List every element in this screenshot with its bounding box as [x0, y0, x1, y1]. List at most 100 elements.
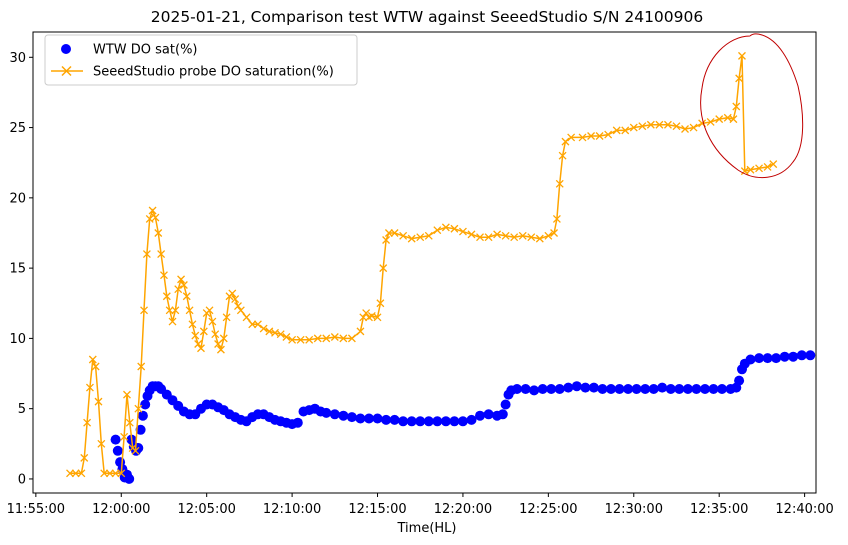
data-point	[433, 226, 442, 235]
data-point	[359, 313, 368, 322]
data-point	[467, 230, 476, 239]
data-point	[208, 317, 217, 326]
data-point	[746, 165, 755, 174]
data-point	[259, 324, 268, 333]
data-point	[554, 384, 565, 394]
data-point	[179, 281, 188, 289]
data-point	[640, 384, 651, 394]
data-point	[157, 250, 166, 259]
data-point	[657, 382, 668, 393]
data-point	[125, 418, 134, 427]
data-point	[288, 335, 297, 344]
data-point	[755, 164, 764, 173]
data-point	[185, 306, 194, 315]
data-point	[242, 313, 251, 322]
data-point	[381, 414, 392, 425]
x-tick-label: 12:15:00	[348, 502, 406, 517]
data-point	[484, 233, 493, 242]
series-1	[66, 51, 778, 478]
data-point	[292, 417, 303, 428]
data-point	[265, 327, 274, 336]
data-point	[71, 469, 80, 478]
data-point	[546, 384, 557, 394]
data-point	[339, 334, 348, 343]
data-point	[561, 137, 570, 146]
data-point	[745, 354, 756, 365]
data-point	[329, 409, 340, 420]
data-point	[723, 113, 732, 122]
data-point	[700, 384, 710, 394]
data-point	[205, 306, 214, 315]
data-point	[389, 414, 400, 425]
data-point	[621, 126, 630, 135]
data-point	[83, 418, 92, 427]
data-point	[500, 399, 511, 410]
data-point	[571, 381, 582, 392]
data-point	[754, 353, 765, 364]
data-point	[131, 446, 140, 455]
data-point	[612, 126, 621, 135]
data-point	[88, 355, 97, 364]
data-point	[493, 230, 502, 239]
data-point	[476, 233, 484, 242]
x-tick-label: 11:55:00	[7, 502, 65, 517]
data-point	[188, 320, 197, 329]
data-point	[805, 350, 816, 361]
x-tick-label: 12:20:00	[434, 502, 492, 517]
data-point	[367, 311, 376, 320]
y-tick-label: 30	[9, 51, 26, 66]
data-point	[199, 327, 208, 336]
data-point	[355, 413, 366, 424]
data-point	[134, 404, 143, 413]
data-point	[597, 384, 608, 394]
data-point	[347, 334, 356, 343]
data-point	[356, 327, 365, 336]
data-point	[665, 384, 676, 394]
data-point	[276, 330, 285, 339]
axes: 11:55:00 12:00:00 12:05:00 12:10:00 12:15:00…	[7, 31, 834, 517]
data-point	[142, 250, 151, 259]
data-point	[423, 416, 434, 427]
data-point	[85, 383, 94, 392]
data-point	[729, 115, 738, 124]
data-point	[441, 223, 450, 232]
data-point	[520, 384, 531, 394]
data-point	[440, 416, 451, 427]
data-point	[510, 233, 519, 242]
data-point	[682, 384, 693, 394]
data-point	[211, 330, 220, 339]
data-point	[177, 275, 186, 284]
data-point	[614, 384, 625, 394]
data-point	[219, 334, 228, 343]
data-point	[706, 117, 715, 126]
y-tick-label: 20	[9, 191, 26, 206]
data-point	[646, 120, 655, 129]
data-point	[717, 384, 727, 394]
data-point	[740, 167, 749, 176]
data-point	[475, 410, 485, 421]
data-point	[450, 224, 459, 233]
legend-label-wtw: WTW DO sat(%)	[93, 43, 198, 58]
x-tick-label: 12:00:00	[92, 502, 150, 517]
data-point	[165, 306, 174, 315]
data-point	[197, 344, 205, 353]
data-point	[796, 350, 807, 361]
data-point	[672, 122, 681, 131]
data-point	[253, 320, 262, 329]
data-point	[466, 414, 477, 425]
data-point	[606, 384, 616, 394]
data-point	[305, 335, 314, 344]
data-point	[117, 469, 126, 478]
data-point	[216, 345, 225, 354]
data-point	[194, 340, 203, 348]
data-point	[110, 434, 121, 445]
data-point	[558, 151, 567, 160]
data-point	[779, 351, 790, 362]
data-point	[382, 236, 391, 244]
data-point	[501, 231, 510, 240]
data-point	[715, 115, 724, 124]
axes-frame	[32, 31, 817, 494]
data-point	[732, 102, 741, 111]
data-point	[674, 384, 685, 394]
data-point	[91, 362, 100, 371]
